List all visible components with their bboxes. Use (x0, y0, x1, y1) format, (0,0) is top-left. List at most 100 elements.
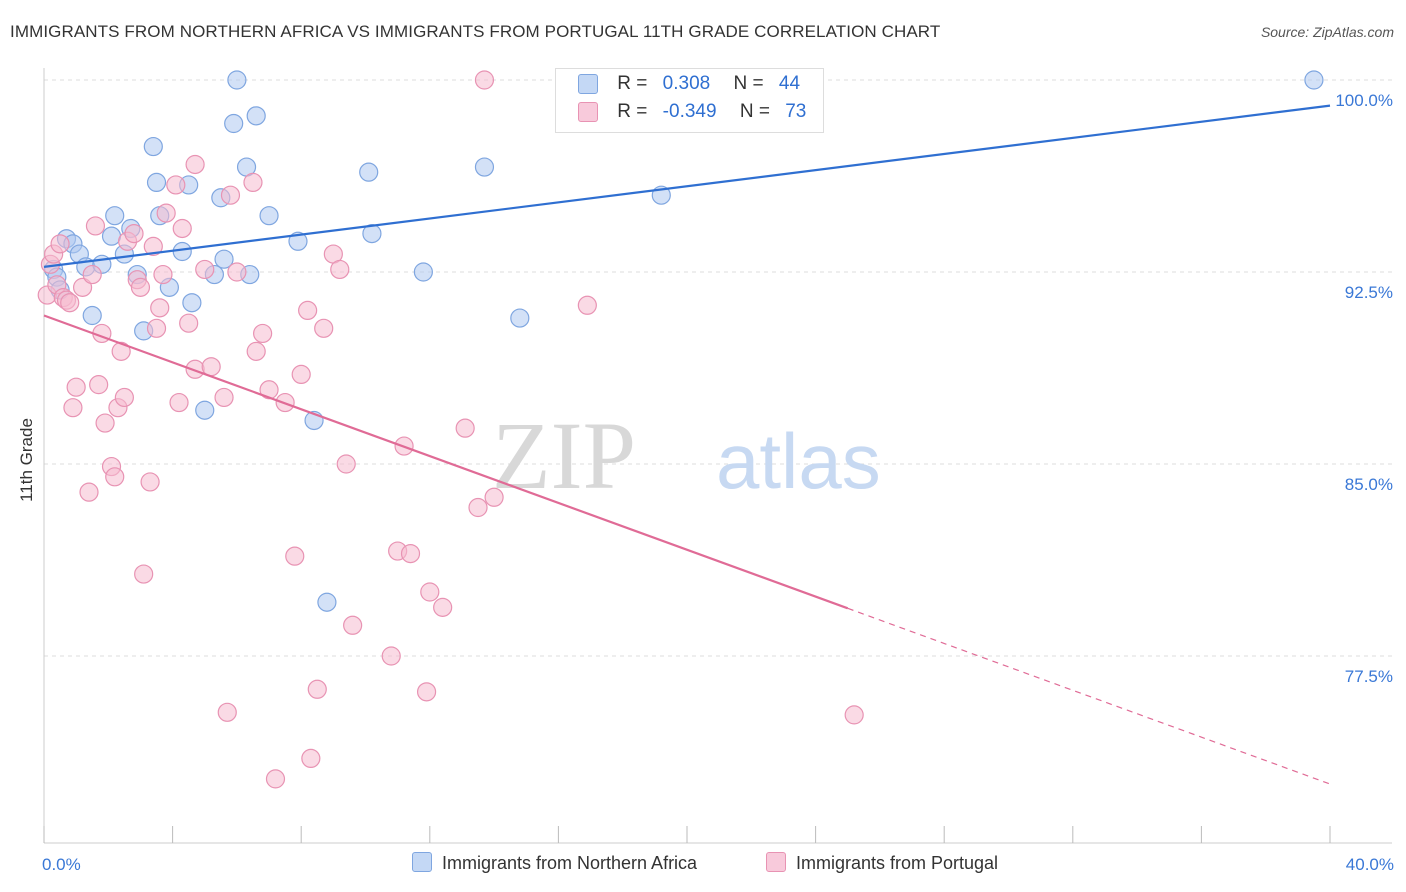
pink-point (420, 582, 440, 602)
trend-line-blue (43, 104, 1331, 268)
pink-point (185, 154, 205, 175)
pink-point (314, 318, 334, 338)
y-tick-label: 92.5% (1345, 283, 1393, 302)
blue-point (317, 592, 337, 612)
series-legend-blue: Immigrants from Northern Africa (412, 852, 697, 874)
legend-r-label: R = (617, 101, 648, 122)
pink-point (143, 236, 163, 256)
pink-point (253, 323, 273, 344)
series-swatch-pink (766, 852, 786, 872)
series-legend: Immigrants from Northern Africa Immigran… (0, 852, 1406, 878)
trend-lines (43, 104, 1331, 785)
legend-n-value: 44 (778, 73, 801, 94)
pink-point (124, 224, 144, 244)
blue-point (172, 241, 192, 262)
pink-point (265, 769, 286, 789)
pink-point (246, 341, 266, 361)
series-swatch-blue (412, 852, 432, 872)
blue-point (82, 305, 102, 326)
pink-point (433, 597, 453, 617)
pink-point (416, 682, 437, 702)
pink-point (217, 702, 237, 722)
pink-point (291, 364, 311, 384)
pink-point (166, 175, 186, 195)
pink-point (227, 262, 247, 282)
pink-point (381, 646, 401, 666)
pink-point (330, 259, 350, 280)
pink-point (79, 482, 99, 502)
y-tick-label: 77.5% (1345, 667, 1393, 686)
legend-row-blue: R = 0.308 N = 44 (578, 73, 800, 99)
blue-point (362, 224, 382, 244)
legend-r-label: R = (617, 73, 648, 94)
pink-point (169, 392, 189, 413)
pink-point (243, 172, 263, 192)
pink-point (150, 298, 170, 318)
pink-point (153, 264, 173, 285)
tick-labels: 77.5% 85.0% 92.5% 100.0% 0.0% 40.0% (42, 91, 1394, 874)
chart-title: IMMIGRANTS FROM NORTHERN AFRICA VS IMMIG… (10, 22, 941, 41)
pink-point (577, 295, 597, 315)
blue-point (146, 172, 167, 192)
pink-point (259, 380, 279, 400)
pink-point (82, 264, 102, 285)
x-tick-label: 0.0% (42, 855, 81, 874)
trend-line-pink (43, 314, 849, 610)
pink-point (220, 185, 241, 205)
pink-point (130, 277, 151, 297)
blue-point (474, 157, 495, 177)
grid-lines (44, 79, 1392, 657)
pink-point (844, 705, 864, 725)
legend-swatch-pink (578, 101, 598, 122)
pink-point (72, 277, 93, 297)
pink-point (285, 546, 305, 566)
chart-source: Source: ZipAtlas.com (1260, 24, 1394, 40)
pink-point (301, 748, 321, 769)
trend-line-pink-extension (847, 607, 1331, 785)
scatter-points (37, 70, 1324, 789)
watermark-zip: ZIP (492, 402, 636, 509)
legend-r-value: -0.349 (662, 101, 717, 122)
pink-point (85, 216, 106, 236)
pink-point (50, 234, 70, 254)
pink-point (455, 418, 475, 438)
blue-point (143, 136, 163, 157)
blue-point (288, 231, 308, 251)
blue-point (105, 206, 125, 226)
pink-point (179, 313, 199, 333)
watermark-atlas: atlas (716, 417, 881, 505)
pink-point (172, 218, 192, 239)
y-axis-label: 11th Grade (17, 418, 36, 502)
legend-n-label: N = (739, 101, 770, 122)
axes (43, 68, 1392, 844)
blue-point (214, 249, 234, 269)
legend-n-label: N = (733, 73, 764, 94)
pink-point (105, 467, 125, 487)
watermark: ZIP atlas (492, 402, 881, 509)
blue-point (1304, 70, 1324, 90)
pink-point (343, 615, 363, 635)
blue-point (224, 113, 244, 134)
x-tick-label: 40.0% (1346, 855, 1394, 874)
pink-point (307, 679, 327, 699)
blue-point (227, 70, 247, 90)
pink-point (336, 454, 356, 474)
pink-point (66, 377, 86, 397)
pink-point (474, 70, 495, 90)
blue-point (246, 106, 266, 126)
correlation-legend: R = 0.308 N = 44 R = -0.349 N = 73 (555, 68, 824, 133)
blue-point (359, 162, 379, 182)
blue-point (510, 308, 530, 328)
y-tick-label: 100.0% (1335, 91, 1393, 110)
blue-point (101, 226, 122, 246)
blue-point (259, 206, 279, 226)
pink-point (156, 203, 176, 223)
pink-point (140, 472, 160, 492)
legend-r-value: 0.308 (662, 73, 711, 94)
pink-point (63, 398, 83, 418)
pink-point (60, 293, 80, 313)
legend-row-pink: R = -0.349 N = 73 (578, 101, 806, 127)
blue-point (182, 293, 202, 313)
series-label-pink: Immigrants from Portugal (796, 853, 999, 873)
